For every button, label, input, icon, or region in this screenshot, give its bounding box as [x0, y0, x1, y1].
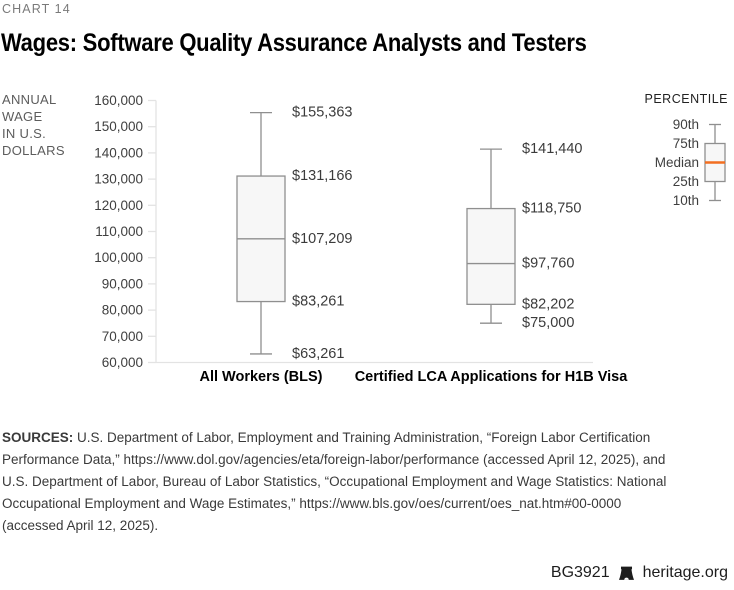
y-tick-label: 160,000	[94, 93, 143, 108]
sources-line: Performance Data,” https://www.dol.gov/a…	[2, 452, 666, 467]
y-tick-label: 110,000	[95, 224, 143, 239]
report-id: BG3921	[550, 564, 610, 581]
legend-entry-label: Median	[655, 155, 699, 170]
legend-title: PERCENTILE	[645, 92, 729, 106]
value-label-p90: $155,363	[292, 105, 352, 121]
boxplot-svg: 160,000 150,000 140,000 130,000 120,000 110,0…	[94, 92, 729, 385]
value-label-p75: $118,750	[522, 201, 581, 217]
sources-line: (accessed April 12, 2025).	[2, 518, 159, 533]
value-label-p75: $131,166	[292, 168, 352, 184]
value-label-p25: $82,202	[522, 296, 574, 312]
site-link: heritage.org	[642, 564, 728, 581]
sources-line: U.S. Department of Labor, Bureau of Labo…	[2, 474, 667, 489]
y-axis-title-line: DOLLARS	[2, 143, 65, 158]
y-tick-label: 60,000	[102, 355, 143, 370]
y-tick-label: 140,000	[94, 145, 143, 160]
y-axis-title-line: WAGE	[2, 109, 43, 124]
chart-number: CHART 14	[2, 2, 71, 16]
sources-label: SOURCES:	[2, 430, 74, 445]
value-label-p10: $63,261	[292, 346, 344, 362]
sources-note: SOURCES: U.S. Department of Labor, Emplo…	[2, 427, 730, 537]
y-tick-label: 80,000	[102, 303, 143, 318]
y-axis-title-line: ANNUAL	[2, 92, 57, 107]
legend-entry-label: 90th	[673, 117, 699, 132]
y-tick-label: 90,000	[102, 276, 143, 291]
sources-line: SOURCES: U.S. Department of Labor, Emplo…	[2, 427, 730, 449]
y-axis-title: ANNUAL WAGE IN U.S. DOLLARS	[2, 91, 65, 159]
y-tick-label: 150,000	[94, 119, 143, 134]
value-label-median: $107,209	[292, 231, 352, 247]
page-title: Wages: Software Quality Assurance Analys…	[1, 29, 587, 57]
y-tick-label: 120,000	[94, 198, 143, 213]
value-label-p25: $83,261	[292, 294, 344, 310]
y-tick-label: 130,000	[94, 172, 143, 187]
sources-text: U.S. Department of Labor, Employment and…	[77, 430, 651, 445]
iqr-box	[466, 207, 516, 305]
value-label-median: $97,760	[522, 256, 574, 272]
y-tick-label: 70,000	[102, 329, 143, 344]
y-tick-label: 100,000	[94, 250, 143, 265]
value-label-p90: $141,440	[522, 141, 582, 157]
legend-entry-label: 10th	[673, 193, 699, 208]
heritage-bell-icon	[618, 566, 634, 580]
value-label-p10: $75,000	[522, 315, 574, 331]
legend-entry-label: 75th	[673, 136, 699, 151]
legend-entry-label: 25th	[673, 174, 699, 189]
category-label: Certified LCA Applications for H1B Visa	[355, 369, 629, 385]
category-label: All Workers (BLS)	[199, 369, 322, 385]
footer: BG3921 heritage.org	[551, 564, 728, 582]
sources-line: Occupational Employment and Wage Estimat…	[2, 496, 622, 511]
y-axis-title-line: IN U.S.	[2, 126, 46, 141]
